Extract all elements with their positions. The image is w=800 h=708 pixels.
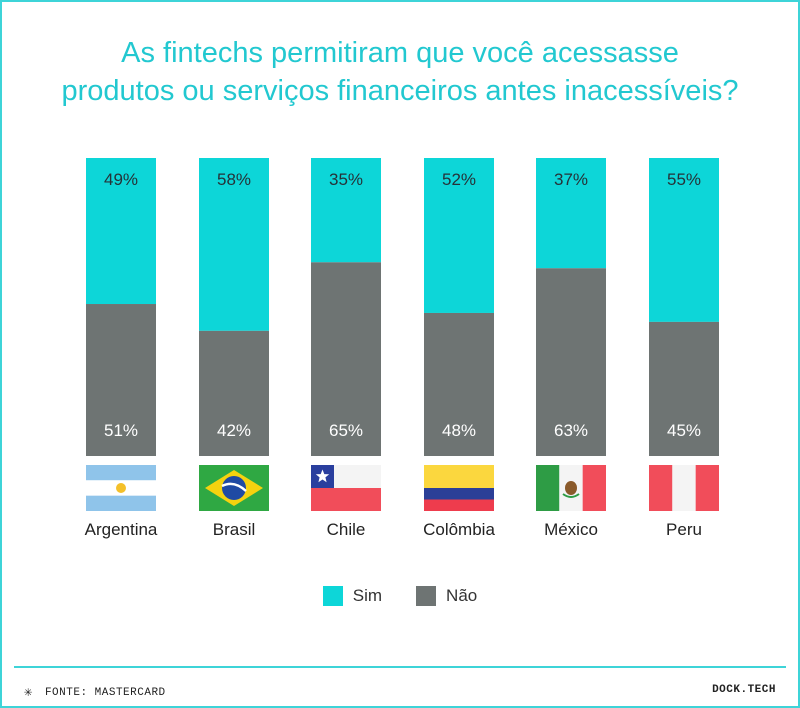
footer-divider — [14, 666, 786, 668]
category-label-1: Brasil — [213, 520, 256, 539]
footer-source: ✳ FONTE: MASTERCARD — [24, 684, 166, 701]
bar-nao-3 — [424, 312, 494, 456]
category-label-3: Colômbia — [423, 520, 495, 539]
bar-sim-1 — [199, 158, 269, 331]
category-label-2: Chile — [327, 520, 366, 539]
bar-nao-5 — [649, 321, 719, 456]
colombia-flag-icon-yellow-band — [424, 465, 494, 488]
value-label-nao-5: 45% — [667, 421, 701, 440]
chile-flag-icon-red-band — [311, 488, 381, 511]
chart-title: As fintechs permitiram que você acessass… — [2, 34, 798, 110]
mexico-flag-icon-wreath — [562, 493, 580, 498]
bar-sim-5 — [649, 158, 719, 322]
legend-label-nao: Não — [446, 586, 478, 605]
legend-swatch-nao — [416, 586, 437, 606]
brazil-flag-icon-globe — [222, 476, 246, 500]
legend-item-sim: Sim — [322, 586, 383, 606]
bar-sim-4 — [536, 158, 606, 269]
peru-flag-icon-white-band — [672, 465, 696, 511]
argentina-flag-icon-sun — [116, 483, 126, 493]
value-label-nao-0: 51% — [104, 421, 138, 440]
value-label-nao-1: 42% — [217, 421, 251, 440]
legend-swatch-sim — [322, 586, 343, 606]
value-label-sim-5: 55% — [667, 170, 701, 189]
argentina-flag-icon-stripe-top — [86, 465, 156, 481]
category-label-4: México — [544, 520, 598, 539]
value-label-nao-2: 65% — [329, 421, 363, 440]
source-label: FONTE: MASTERCARD — [44, 686, 166, 699]
title-line-1: As fintechs permitiram que você acessass… — [121, 37, 679, 69]
chile-flag-icon-star — [315, 469, 330, 483]
argentina-flag-icon-stripe-bottom — [86, 495, 156, 511]
bar-nao-2 — [311, 262, 381, 456]
value-label-sim-1: 58% — [217, 170, 251, 189]
category-label-0: Argentina — [85, 520, 158, 539]
brazil-flag-icon-band — [221, 482, 247, 492]
bar-sim-3 — [424, 158, 494, 313]
value-label-sim-3: 52% — [442, 170, 476, 189]
bar-nao-1 — [199, 330, 269, 456]
colombia-flag-icon-red-band — [424, 499, 494, 511]
bar-nao-0 — [86, 304, 156, 456]
bar-sim-2 — [311, 158, 381, 263]
value-label-nao-4: 63% — [554, 421, 588, 440]
colombia-flag-icon-blue-band — [424, 488, 494, 500]
peru-flag-icon-red-band-right — [695, 465, 719, 511]
value-label-sim-4: 37% — [554, 170, 588, 189]
value-label-sim-0: 49% — [104, 170, 138, 189]
value-label-nao-3: 48% — [442, 421, 476, 440]
legend-label-sim: Sim — [352, 586, 383, 605]
value-label-sim-2: 35% — [329, 170, 363, 189]
bar-sim-0 — [86, 158, 156, 305]
peru-flag-icon-red-band-left — [649, 465, 673, 511]
brand-label: DOCK.TECH — [712, 684, 776, 696]
category-label-5: Peru — [666, 520, 702, 539]
legend: Sim Não — [2, 586, 798, 606]
mexico-flag-icon-red-band — [582, 465, 606, 511]
asterisk-icon: ✳ — [24, 685, 33, 701]
mexico-flag-icon-green-band — [536, 465, 560, 511]
legend-item-nao: Não — [416, 586, 477, 606]
title-line-2: produtos ou serviços financeiros antes i… — [61, 75, 739, 107]
bar-nao-4 — [536, 268, 606, 456]
stacked-bar-chart: 49% 51% Argentina 58% 42% Brasil 35% 65% Chile 52… — [85, 158, 719, 539]
mexico-flag-icon-emblem — [565, 481, 577, 495]
